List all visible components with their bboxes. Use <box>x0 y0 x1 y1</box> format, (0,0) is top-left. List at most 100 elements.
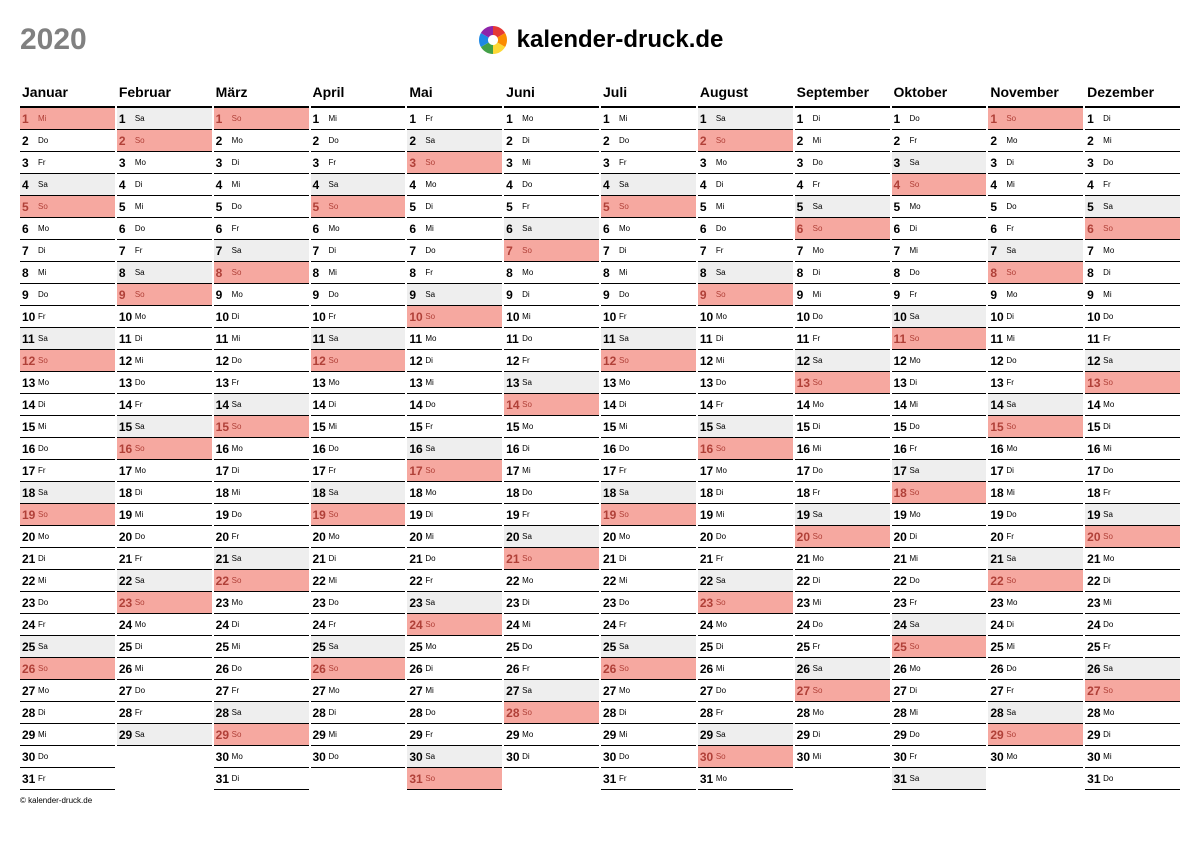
weekday-abbrev: So <box>1006 268 1016 277</box>
weekday-abbrev: Mo <box>619 378 630 387</box>
day-cell: 16Do <box>311 438 406 460</box>
day-cell: 9Do <box>311 284 406 306</box>
day-number: 30 <box>700 750 716 764</box>
weekday-abbrev: Mo <box>135 312 146 321</box>
day-number: 19 <box>22 508 38 522</box>
day-cell: 21Sa <box>214 548 309 570</box>
day-cell: 21Mo <box>795 548 890 570</box>
weekday-abbrev: Mi <box>425 378 433 387</box>
weekday-abbrev: Sa <box>329 642 339 651</box>
weekday-abbrev: Fr <box>38 620 46 629</box>
weekday-abbrev: Di <box>425 664 433 673</box>
weekday-abbrev: Sa <box>135 114 145 123</box>
day-cell: 19Fr <box>504 504 599 526</box>
day-number: 16 <box>603 442 619 456</box>
day-cell: 2Mi <box>1085 130 1180 152</box>
weekday-abbrev: Mi <box>425 686 433 695</box>
day-number: 16 <box>119 442 135 456</box>
weekday-abbrev: Do <box>1006 356 1016 365</box>
day-number: 3 <box>1087 156 1103 170</box>
weekday-abbrev: Do <box>425 400 435 409</box>
weekday-abbrev: Sa <box>813 202 823 211</box>
day-number: 8 <box>216 266 232 280</box>
day-cell: 19So <box>311 504 406 526</box>
day-number: 14 <box>409 398 425 412</box>
day-number: 16 <box>22 442 38 456</box>
day-cell: 1Mi <box>20 108 115 130</box>
day-number: 7 <box>1087 244 1103 258</box>
day-number: 17 <box>1087 464 1103 478</box>
weekday-abbrev: Mo <box>425 334 436 343</box>
day-number: 10 <box>700 310 716 324</box>
weekday-abbrev: Mo <box>813 708 824 717</box>
day-cell: 3Fr <box>601 152 696 174</box>
day-cell: 17So <box>407 460 502 482</box>
weekday-abbrev: Do <box>135 378 145 387</box>
weekday-abbrev: Di <box>135 334 143 343</box>
day-number: 3 <box>700 156 716 170</box>
day-cell: 20Do <box>698 526 793 548</box>
day-cell: 22Sa <box>117 570 212 592</box>
day-cell: 19So <box>601 504 696 526</box>
day-cell: 13Mo <box>601 372 696 394</box>
weekday-abbrev: Fr <box>716 554 724 563</box>
weekday-abbrev: Do <box>716 224 726 233</box>
day-number: 5 <box>603 200 619 214</box>
day-number: 24 <box>700 618 716 632</box>
day-cell: 9Di <box>504 284 599 306</box>
day-cell: 8Mi <box>311 262 406 284</box>
day-number: 24 <box>119 618 135 632</box>
day-number: 13 <box>797 376 813 390</box>
day-number: 4 <box>1087 178 1103 192</box>
day-cell: 21Mo <box>1085 548 1180 570</box>
weekday-abbrev: Mo <box>813 246 824 255</box>
day-cell: 4Fr <box>795 174 890 196</box>
day-number: 13 <box>22 376 38 390</box>
day-number: 12 <box>603 354 619 368</box>
day-number: 5 <box>797 200 813 214</box>
weekday-abbrev: Mo <box>716 312 727 321</box>
day-number: 9 <box>603 288 619 302</box>
weekday-abbrev: Do <box>232 664 242 673</box>
weekday-abbrev: Do <box>716 378 726 387</box>
day-number: 20 <box>313 530 329 544</box>
weekday-abbrev: Fr <box>619 466 627 475</box>
day-number: 31 <box>216 772 232 786</box>
day-cell: 13Fr <box>988 372 1083 394</box>
weekday-abbrev: Do <box>425 246 435 255</box>
weekday-abbrev: Sa <box>135 576 145 585</box>
weekday-abbrev: So <box>425 312 435 321</box>
day-cell: 5Mo <box>892 196 987 218</box>
day-number: 16 <box>894 442 910 456</box>
day-cell: 6Mo <box>601 218 696 240</box>
day-cell: 24Sa <box>892 614 987 636</box>
weekday-abbrev: Do <box>813 620 823 629</box>
day-cell: 12Do <box>214 350 309 372</box>
day-number: 1 <box>313 112 329 126</box>
day-cell: 5Sa <box>1085 196 1180 218</box>
weekday-abbrev: Do <box>38 290 48 299</box>
day-cell: 7Mo <box>795 240 890 262</box>
weekday-abbrev: Mo <box>38 686 49 695</box>
weekday-abbrev: Mi <box>619 730 627 739</box>
weekday-abbrev: Sa <box>910 312 920 321</box>
weekday-abbrev: So <box>1006 422 1016 431</box>
day-cell: 19Do <box>988 504 1083 526</box>
weekday-abbrev: Mi <box>619 422 627 431</box>
weekday-abbrev: Sa <box>135 730 145 739</box>
day-cell: 10Fr <box>601 306 696 328</box>
weekday-abbrev: Mo <box>716 158 727 167</box>
day-cell: 20Fr <box>988 526 1083 548</box>
day-cell: 28Do <box>407 702 502 724</box>
day-cell: 27Do <box>117 680 212 702</box>
day-cell: 7Sa <box>214 240 309 262</box>
day-number: 2 <box>700 134 716 148</box>
day-number: 12 <box>894 354 910 368</box>
day-cell: 8Mi <box>20 262 115 284</box>
day-number: 30 <box>990 750 1006 764</box>
weekday-abbrev: Mi <box>1103 752 1111 761</box>
day-cell: 8So <box>214 262 309 284</box>
day-cell: 1Do <box>892 108 987 130</box>
day-cell: 20Di <box>892 526 987 548</box>
weekday-abbrev: Mi <box>522 620 530 629</box>
